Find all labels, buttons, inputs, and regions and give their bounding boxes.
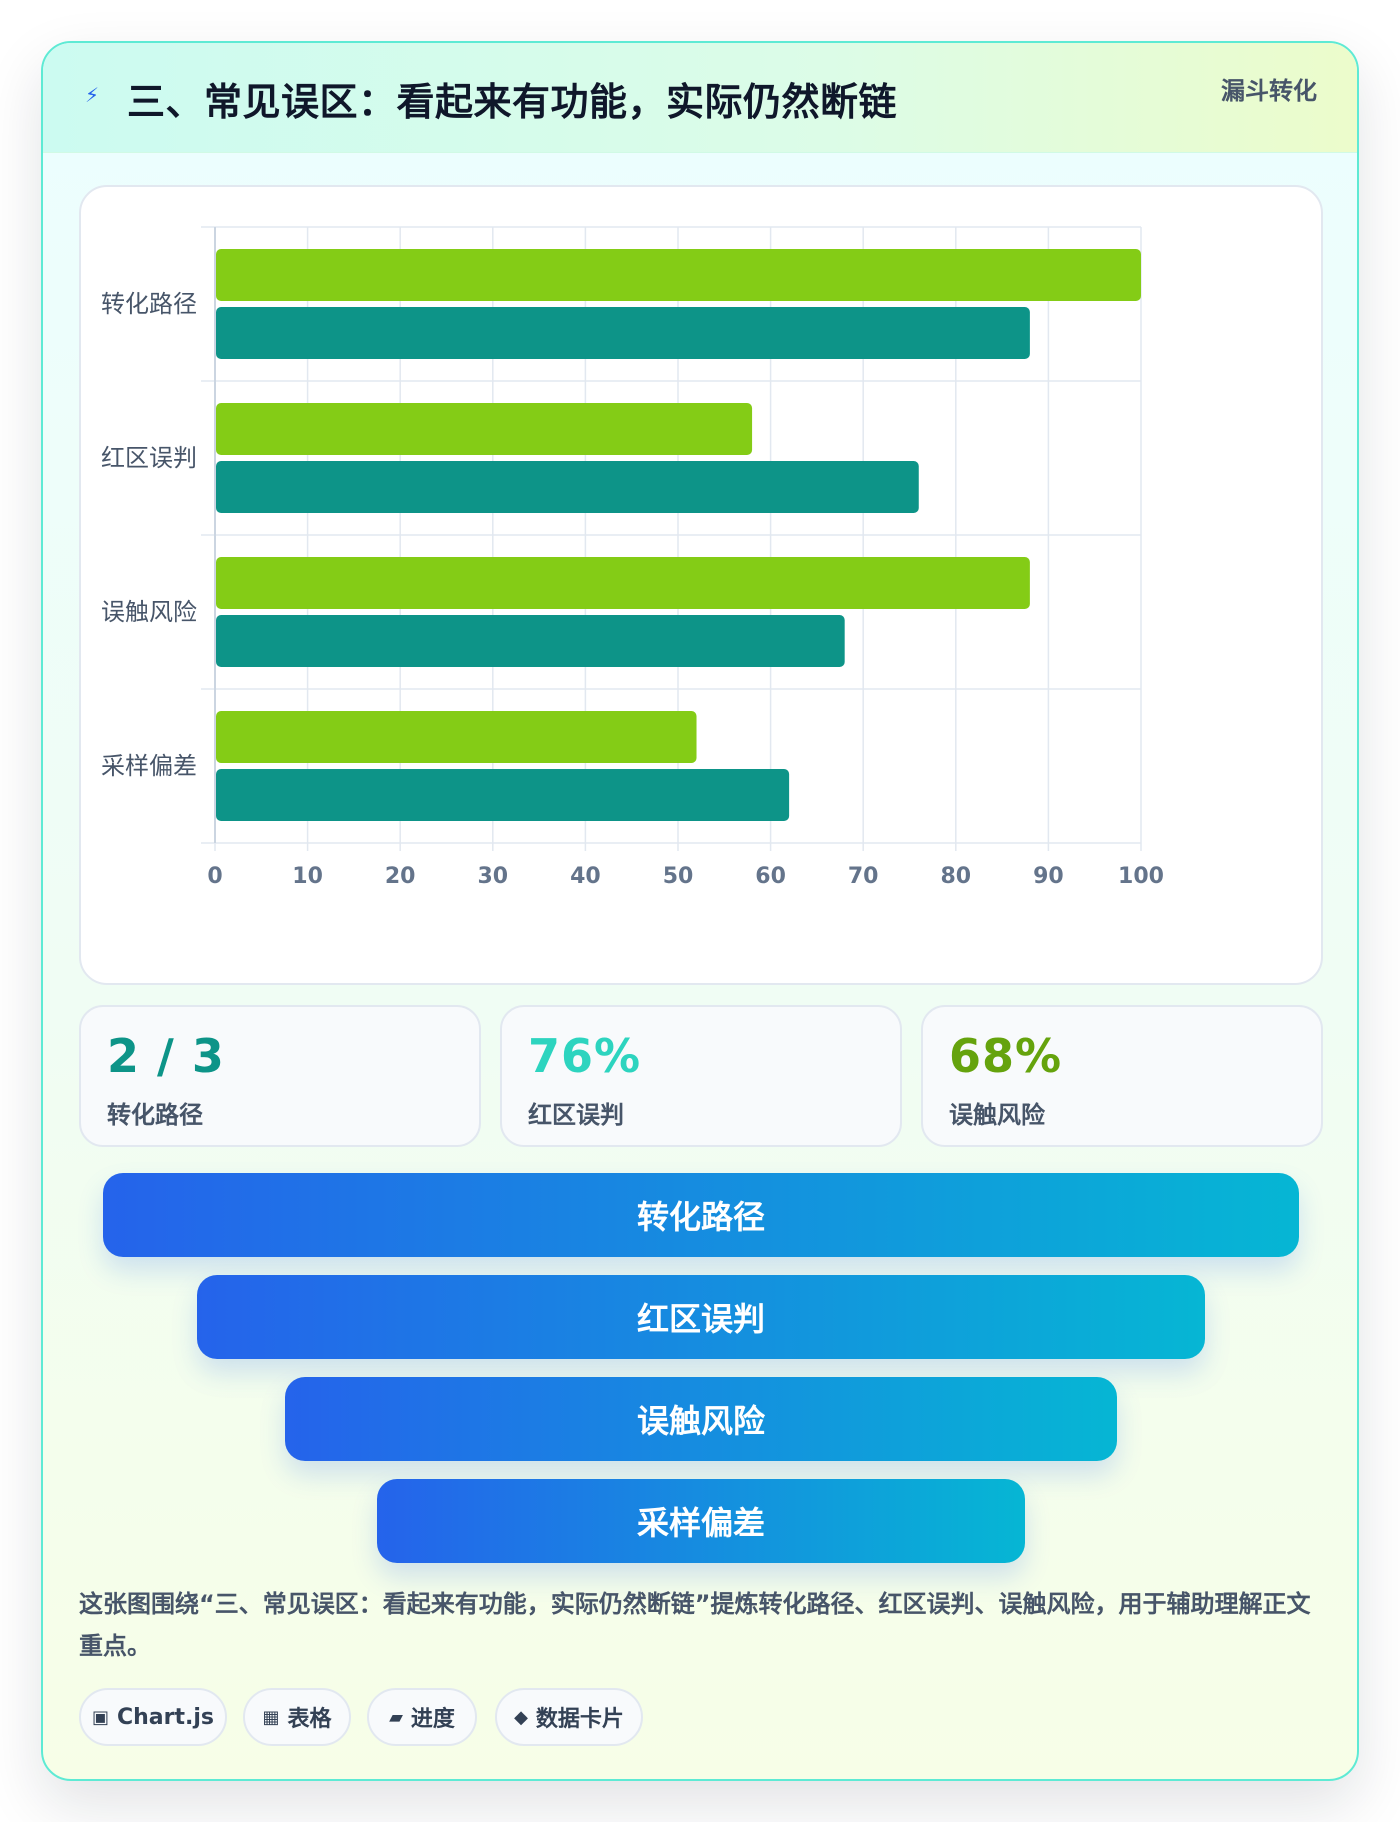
x-tick-label: 30 xyxy=(477,864,508,889)
stat-label: 转化路径 xyxy=(107,1101,203,1129)
y-tick-label: 采样偏差 xyxy=(101,752,197,780)
chip-table[interactable]: ▦ 表格 xyxy=(243,1688,351,1746)
stat-card-1: 2 / 3 转化路径 xyxy=(79,1005,481,1147)
stat-card-3: 68% 误触风险 xyxy=(921,1005,1323,1147)
bar-2 xyxy=(216,461,919,513)
funnel-step-3: 误触风险 xyxy=(285,1377,1117,1461)
funnel-step-2: 红区误判 xyxy=(197,1275,1205,1359)
card-header: ⚡ 三、常见误区：看起来有功能，实际仍然断链 漏斗转化 xyxy=(43,43,1357,153)
chip-label: 数据卡片 xyxy=(535,1707,624,1732)
chart-icon: ▣ xyxy=(91,1706,109,1728)
x-tick-label: 40 xyxy=(570,864,601,889)
bar-2 xyxy=(216,769,790,821)
bar-1 xyxy=(216,711,697,763)
stat-card-2: 76% 红区误判 xyxy=(500,1005,902,1147)
stat-value: 76% xyxy=(528,1029,642,1083)
funnel-step-4: 采样偏差 xyxy=(377,1479,1025,1563)
table-icon: ▦ xyxy=(262,1706,280,1728)
x-tick-label: 90 xyxy=(1033,864,1064,889)
funnel-step-1: 转化路径 xyxy=(103,1173,1299,1257)
x-tick-label: 80 xyxy=(940,864,971,889)
bar-1 xyxy=(216,403,753,455)
x-tick-label: 50 xyxy=(663,864,694,889)
bar-1 xyxy=(216,249,1141,301)
stat-value: 2 / 3 xyxy=(107,1029,225,1083)
x-tick-label: 100 xyxy=(1118,864,1164,889)
chart-card: ⚡ 三、常见误区：看起来有功能，实际仍然断链 漏斗转化 0 10 20 30 40 50 6… xyxy=(41,41,1359,1781)
x-tick-label: 10 xyxy=(292,864,323,889)
chip-data-card[interactable]: ◆ 数据卡片 xyxy=(495,1688,643,1746)
stat-value: 68% xyxy=(949,1029,1063,1083)
y-tick-label: 误触风险 xyxy=(101,598,197,626)
x-tick-label: 70 xyxy=(848,864,879,889)
chip-label: Chart.js xyxy=(117,1704,215,1730)
chart-summary: 这张图围绕“三、常见误区：看起来有功能，实际仍然断链”提炼转化路径、红区误判、误… xyxy=(79,1590,1311,1660)
x-tick-label: 0 xyxy=(207,864,222,889)
bar-chart-panel: 0 10 20 30 40 50 60 70 80 90 100 转化路径红区误判误触风险采样偏差 xyxy=(79,185,1323,985)
chip-label: 表格 xyxy=(287,1707,332,1732)
stat-label: 误触风险 xyxy=(949,1101,1045,1129)
chip-label: 进度 xyxy=(410,1707,455,1732)
y-tick-label: 红区误判 xyxy=(101,444,197,472)
chip-progress[interactable]: ▰ 进度 xyxy=(367,1688,477,1746)
chip-chartjs[interactable]: ▣ Chart.js xyxy=(79,1688,227,1746)
bar-2 xyxy=(216,307,1030,359)
diamond-icon: ◆ xyxy=(514,1706,528,1728)
y-tick-label: 转化路径 xyxy=(101,290,197,318)
bar-2 xyxy=(216,615,845,667)
category-tag: 漏斗转化 xyxy=(1221,77,1317,105)
lightning-icon: ⚡ xyxy=(85,83,100,107)
x-tick-label: 20 xyxy=(385,864,416,889)
page-title: 三、常见误区：看起来有功能，实际仍然断链 xyxy=(127,80,898,124)
stat-label: 红区误判 xyxy=(528,1101,624,1129)
x-tick-label: 60 xyxy=(755,864,786,889)
progress-icon: ▰ xyxy=(389,1706,403,1728)
bar-1 xyxy=(216,557,1030,609)
